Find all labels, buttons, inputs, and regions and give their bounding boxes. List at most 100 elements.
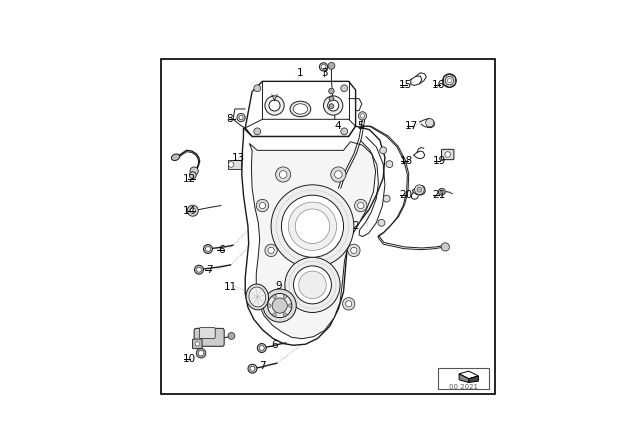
- Text: 13: 13: [232, 153, 245, 163]
- Circle shape: [257, 344, 266, 353]
- Circle shape: [348, 244, 360, 257]
- Circle shape: [340, 85, 348, 92]
- Circle shape: [319, 63, 328, 71]
- Text: 6: 6: [218, 245, 225, 255]
- Circle shape: [321, 65, 326, 69]
- Circle shape: [259, 345, 264, 350]
- Circle shape: [265, 96, 284, 115]
- Circle shape: [283, 313, 287, 316]
- Text: 14: 14: [182, 206, 196, 216]
- Circle shape: [380, 147, 387, 154]
- Circle shape: [190, 167, 198, 175]
- Circle shape: [378, 220, 385, 226]
- Text: 15: 15: [399, 80, 412, 90]
- Circle shape: [331, 167, 346, 182]
- Polygon shape: [459, 374, 468, 383]
- Circle shape: [239, 116, 243, 120]
- Circle shape: [335, 171, 342, 178]
- Text: 5: 5: [356, 121, 364, 131]
- Circle shape: [268, 304, 271, 307]
- Ellipse shape: [246, 284, 269, 310]
- Circle shape: [351, 247, 357, 254]
- Circle shape: [259, 202, 266, 209]
- Text: 3: 3: [321, 69, 328, 78]
- Polygon shape: [245, 82, 356, 137]
- Text: 17: 17: [405, 121, 418, 131]
- Circle shape: [237, 113, 245, 122]
- Circle shape: [280, 171, 287, 178]
- Circle shape: [329, 104, 334, 108]
- Text: 11: 11: [224, 282, 237, 292]
- Circle shape: [271, 185, 354, 267]
- Circle shape: [342, 297, 355, 310]
- Circle shape: [358, 202, 364, 209]
- Circle shape: [256, 199, 269, 212]
- Text: 16: 16: [432, 80, 445, 90]
- Polygon shape: [468, 376, 479, 383]
- Text: 21: 21: [432, 190, 445, 200]
- Ellipse shape: [249, 287, 266, 307]
- Circle shape: [273, 301, 280, 307]
- Circle shape: [195, 265, 204, 274]
- Text: 7: 7: [206, 265, 213, 276]
- Circle shape: [272, 298, 287, 313]
- Text: 20: 20: [399, 190, 413, 200]
- Circle shape: [299, 271, 326, 299]
- Circle shape: [289, 202, 337, 250]
- Circle shape: [285, 257, 340, 313]
- Text: 1: 1: [297, 69, 304, 78]
- Circle shape: [426, 119, 434, 127]
- Circle shape: [205, 246, 211, 251]
- Text: 7: 7: [259, 361, 266, 371]
- Circle shape: [360, 114, 365, 118]
- Circle shape: [445, 77, 454, 85]
- Ellipse shape: [293, 104, 308, 114]
- Text: 12: 12: [182, 174, 196, 184]
- Text: 8: 8: [227, 114, 233, 124]
- FancyBboxPatch shape: [194, 328, 224, 346]
- Circle shape: [198, 350, 204, 356]
- Text: 9: 9: [276, 280, 282, 291]
- Text: 18: 18: [400, 156, 413, 166]
- Circle shape: [346, 301, 352, 307]
- Circle shape: [328, 62, 335, 69]
- Circle shape: [254, 128, 260, 135]
- Text: 19: 19: [433, 156, 446, 166]
- Circle shape: [250, 366, 255, 371]
- Circle shape: [329, 88, 334, 94]
- Circle shape: [228, 162, 234, 167]
- Circle shape: [195, 342, 199, 346]
- Circle shape: [295, 209, 330, 244]
- Circle shape: [383, 195, 390, 202]
- Circle shape: [386, 161, 393, 168]
- Ellipse shape: [290, 101, 311, 117]
- Bar: [438, 368, 490, 389]
- Circle shape: [340, 128, 348, 135]
- Circle shape: [190, 208, 196, 214]
- Text: 00 2021: 00 2021: [449, 384, 479, 390]
- Circle shape: [417, 187, 422, 192]
- Circle shape: [358, 112, 367, 120]
- Circle shape: [268, 247, 274, 254]
- Text: 2: 2: [352, 221, 359, 231]
- Circle shape: [355, 199, 367, 212]
- FancyBboxPatch shape: [442, 149, 454, 159]
- Circle shape: [273, 313, 276, 316]
- Text: 4: 4: [334, 121, 341, 131]
- Circle shape: [188, 205, 198, 216]
- Circle shape: [263, 289, 296, 322]
- Circle shape: [440, 190, 444, 194]
- Polygon shape: [242, 126, 385, 345]
- Circle shape: [269, 100, 280, 111]
- Circle shape: [441, 243, 449, 251]
- Circle shape: [283, 295, 287, 298]
- Circle shape: [442, 74, 456, 87]
- FancyBboxPatch shape: [193, 339, 202, 349]
- Circle shape: [329, 96, 334, 101]
- Circle shape: [282, 195, 344, 257]
- Text: 6: 6: [271, 340, 278, 350]
- Circle shape: [204, 245, 212, 254]
- Circle shape: [265, 244, 277, 257]
- Circle shape: [438, 188, 445, 195]
- Circle shape: [254, 85, 260, 92]
